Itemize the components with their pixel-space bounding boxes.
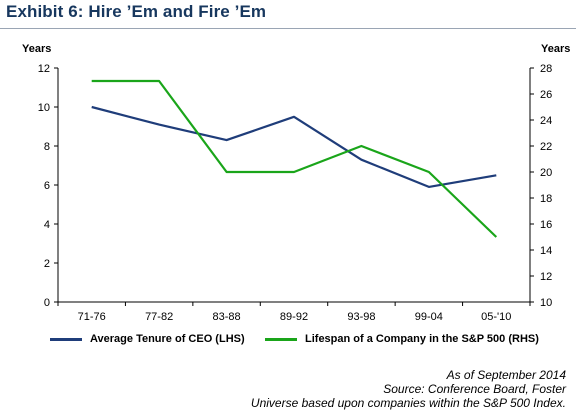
right-tick-label: 12 — [540, 271, 552, 283]
x-tick-label: 89-92 — [280, 311, 308, 323]
chart-series — [91, 79, 498, 238]
series-line-company-lifespan — [91, 79, 498, 238]
right-tick-label: 28 — [540, 63, 552, 75]
right-tick-label: 26 — [540, 89, 552, 101]
legend-item-company-lifespan: Lifespan of a Company in the S&P 500 (RH… — [265, 333, 539, 345]
legend-label-ceo-tenure: Average Tenure of CEO (LHS) — [90, 333, 245, 345]
note-source: Source: Conference Board, Foster — [383, 382, 566, 396]
note-universe: Universe based upon companies within the… — [250, 396, 566, 410]
legend-label-company-lifespan: Lifespan of a Company in the S&P 500 (RH… — [305, 333, 539, 345]
x-tick-label: 83-88 — [213, 311, 241, 323]
left-tick-label: 8 — [44, 141, 50, 153]
right-tick-label: 24 — [540, 115, 552, 127]
left-tick-label: 12 — [38, 63, 50, 75]
left-tick-label: 6 — [44, 180, 50, 192]
left-axis-label: Years — [22, 43, 51, 55]
x-tick-label: 99-04 — [415, 311, 443, 323]
right-tick-label: 16 — [540, 219, 552, 231]
right-tick-label: 18 — [540, 193, 552, 205]
legend-swatch-company-lifespan — [265, 337, 297, 341]
x-tick-label: 77-82 — [145, 311, 173, 323]
title-divider — [0, 28, 576, 29]
right-tick-label: 14 — [540, 245, 552, 257]
x-tick-label: 05-'10 — [481, 311, 511, 323]
right-tick-label: 22 — [540, 141, 552, 153]
legend-swatch-ceo-tenure — [50, 337, 82, 341]
right-axis-label: Years — [541, 43, 570, 55]
x-tick-label: 93-98 — [347, 311, 375, 323]
right-tick-label: 10 — [540, 297, 552, 309]
legend: Average Tenure of CEO (LHS) Lifespan of … — [50, 333, 570, 349]
left-tick-label: 2 — [44, 258, 50, 270]
chart-notes: As of September 2014 Source: Conference … — [46, 368, 566, 410]
left-tick-label: 4 — [44, 219, 50, 231]
x-tick-label: 71-76 — [78, 311, 106, 323]
right-tick-label: 20 — [540, 167, 552, 179]
left-tick-label: 0 — [44, 297, 50, 309]
legend-item-ceo-tenure: Average Tenure of CEO (LHS) — [50, 333, 245, 345]
note-as-of: As of September 2014 — [446, 368, 566, 382]
series-line-ceo-tenure — [91, 105, 497, 188]
left-tick-label: 10 — [38, 102, 50, 114]
chart-title: Exhibit 6: Hire ’Em and Fire ’Em — [6, 2, 267, 21]
